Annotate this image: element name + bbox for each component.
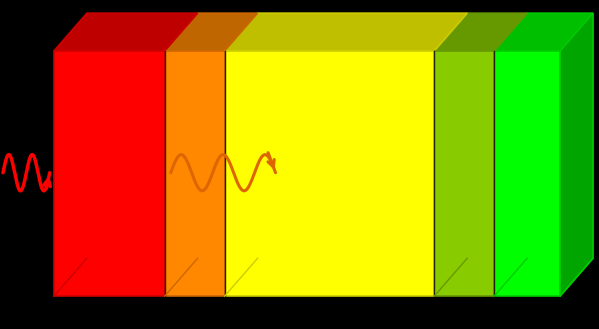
Polygon shape — [165, 51, 225, 296]
Polygon shape — [54, 13, 198, 51]
Polygon shape — [494, 13, 593, 51]
Polygon shape — [434, 51, 494, 296]
Polygon shape — [434, 13, 527, 51]
Polygon shape — [494, 51, 560, 296]
Polygon shape — [54, 51, 165, 296]
Polygon shape — [165, 13, 258, 51]
Polygon shape — [560, 13, 593, 296]
Polygon shape — [225, 51, 434, 296]
Polygon shape — [225, 13, 467, 51]
